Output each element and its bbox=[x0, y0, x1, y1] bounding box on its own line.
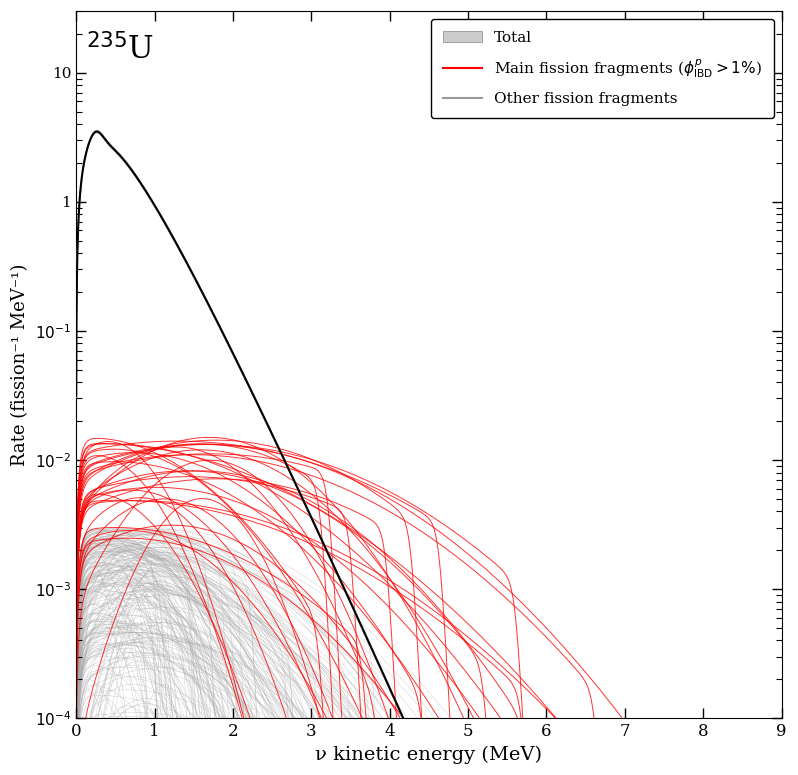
Text: $^{235}$U: $^{235}$U bbox=[85, 34, 154, 67]
Legend: Total, Main fission fragments ($\phi^p_{\mathrm{IBD}}>1\%$), Other fission fragm: Total, Main fission fragments ($\phi^p_{… bbox=[431, 19, 774, 119]
Y-axis label: Rate (fission⁻¹ MeV⁻¹): Rate (fission⁻¹ MeV⁻¹) bbox=[11, 264, 29, 466]
X-axis label: ν kinetic energy (MeV): ν kinetic energy (MeV) bbox=[315, 746, 543, 764]
